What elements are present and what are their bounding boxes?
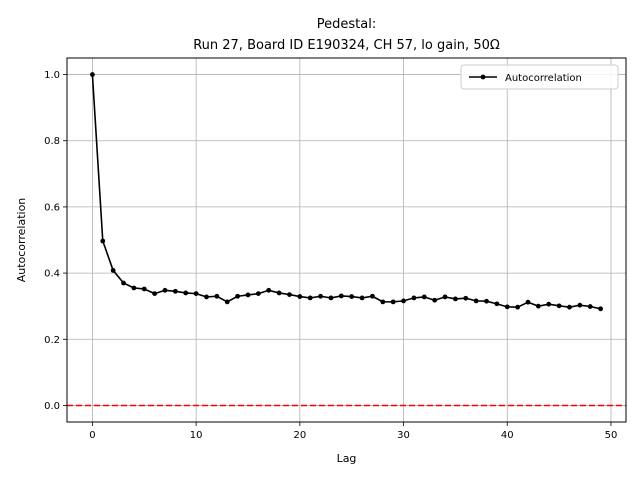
data-point bbox=[359, 295, 365, 301]
data-point bbox=[380, 299, 386, 305]
data-point bbox=[494, 301, 500, 307]
data-point bbox=[546, 301, 552, 307]
data-point bbox=[266, 287, 272, 293]
data-point bbox=[100, 238, 106, 244]
data-point bbox=[421, 294, 427, 300]
data-point bbox=[318, 293, 323, 299]
data-point bbox=[204, 294, 209, 300]
y-axis-ticks: 0.0 0.2 0.4 0.6 0.8 1.0 bbox=[44, 70, 67, 412]
data-point bbox=[567, 304, 572, 310]
plot-frame bbox=[66, 57, 627, 423]
y-axis-label: Autocorrelation bbox=[15, 198, 28, 283]
data-point bbox=[152, 291, 158, 297]
data-point bbox=[121, 280, 126, 286]
data-point bbox=[587, 304, 593, 309]
legend-entry-label: Autocorrelation bbox=[505, 73, 582, 84]
data-point bbox=[287, 292, 292, 297]
data-point bbox=[141, 286, 147, 292]
data-point bbox=[515, 304, 521, 310]
data-point bbox=[328, 295, 334, 301]
data-point bbox=[484, 298, 489, 304]
data-point bbox=[224, 299, 230, 305]
data-point bbox=[297, 294, 303, 299]
data-point bbox=[162, 287, 168, 293]
grid bbox=[67, 58, 626, 422]
x-tick-label: 20 bbox=[293, 430, 306, 441]
x-tick-label: 10 bbox=[190, 430, 203, 441]
data-point bbox=[255, 291, 261, 297]
y-tick-label: 1.0 bbox=[44, 70, 60, 81]
y-tick-label: 0.0 bbox=[44, 401, 60, 412]
chart-title: Pedestal: bbox=[317, 17, 376, 32]
x-tick-label: 40 bbox=[501, 430, 514, 441]
data-point bbox=[452, 296, 458, 302]
data-point bbox=[525, 299, 531, 305]
data-point bbox=[504, 304, 510, 310]
data-point bbox=[535, 303, 541, 309]
x-tick-label: 0 bbox=[89, 430, 95, 441]
y-tick-label: 0.8 bbox=[44, 136, 60, 147]
x-axis-label: Lag bbox=[337, 452, 357, 465]
y-tick-label: 0.6 bbox=[44, 202, 60, 213]
data-point bbox=[193, 291, 199, 297]
chart-subtitle: Run 27, Board ID E190324, CH 57, lo gain… bbox=[193, 38, 500, 53]
y-tick-label: 0.2 bbox=[44, 335, 60, 346]
data-point bbox=[90, 72, 95, 77]
data-point bbox=[349, 294, 355, 299]
data-point bbox=[442, 294, 448, 300]
data-point bbox=[131, 285, 137, 291]
y-tick-label: 0.4 bbox=[44, 269, 60, 280]
data-point bbox=[598, 306, 603, 312]
x-axis-ticks: 0 10 20 30 40 50 bbox=[89, 422, 617, 441]
data-point bbox=[307, 295, 313, 301]
data-point bbox=[235, 293, 241, 299]
data-point bbox=[556, 303, 562, 309]
data-point bbox=[390, 299, 396, 305]
data-point bbox=[338, 293, 344, 299]
data-point bbox=[401, 298, 406, 304]
data-point bbox=[411, 295, 417, 301]
data-point bbox=[463, 295, 469, 301]
data-point bbox=[245, 292, 251, 298]
x-tick-label: 50 bbox=[605, 430, 618, 441]
data-point bbox=[370, 293, 375, 299]
legend-box bbox=[460, 64, 619, 90]
series-layer bbox=[90, 72, 603, 312]
data-point bbox=[214, 293, 220, 299]
data-point bbox=[432, 297, 438, 303]
data-point bbox=[110, 268, 116, 273]
legend-marker bbox=[480, 74, 486, 80]
data-point bbox=[183, 290, 189, 296]
data-point bbox=[473, 298, 479, 304]
data-point bbox=[276, 290, 282, 296]
data-point bbox=[172, 288, 178, 294]
data-point bbox=[577, 302, 583, 308]
legend: Autocorrelation bbox=[460, 64, 619, 90]
x-tick-label: 30 bbox=[397, 430, 410, 441]
